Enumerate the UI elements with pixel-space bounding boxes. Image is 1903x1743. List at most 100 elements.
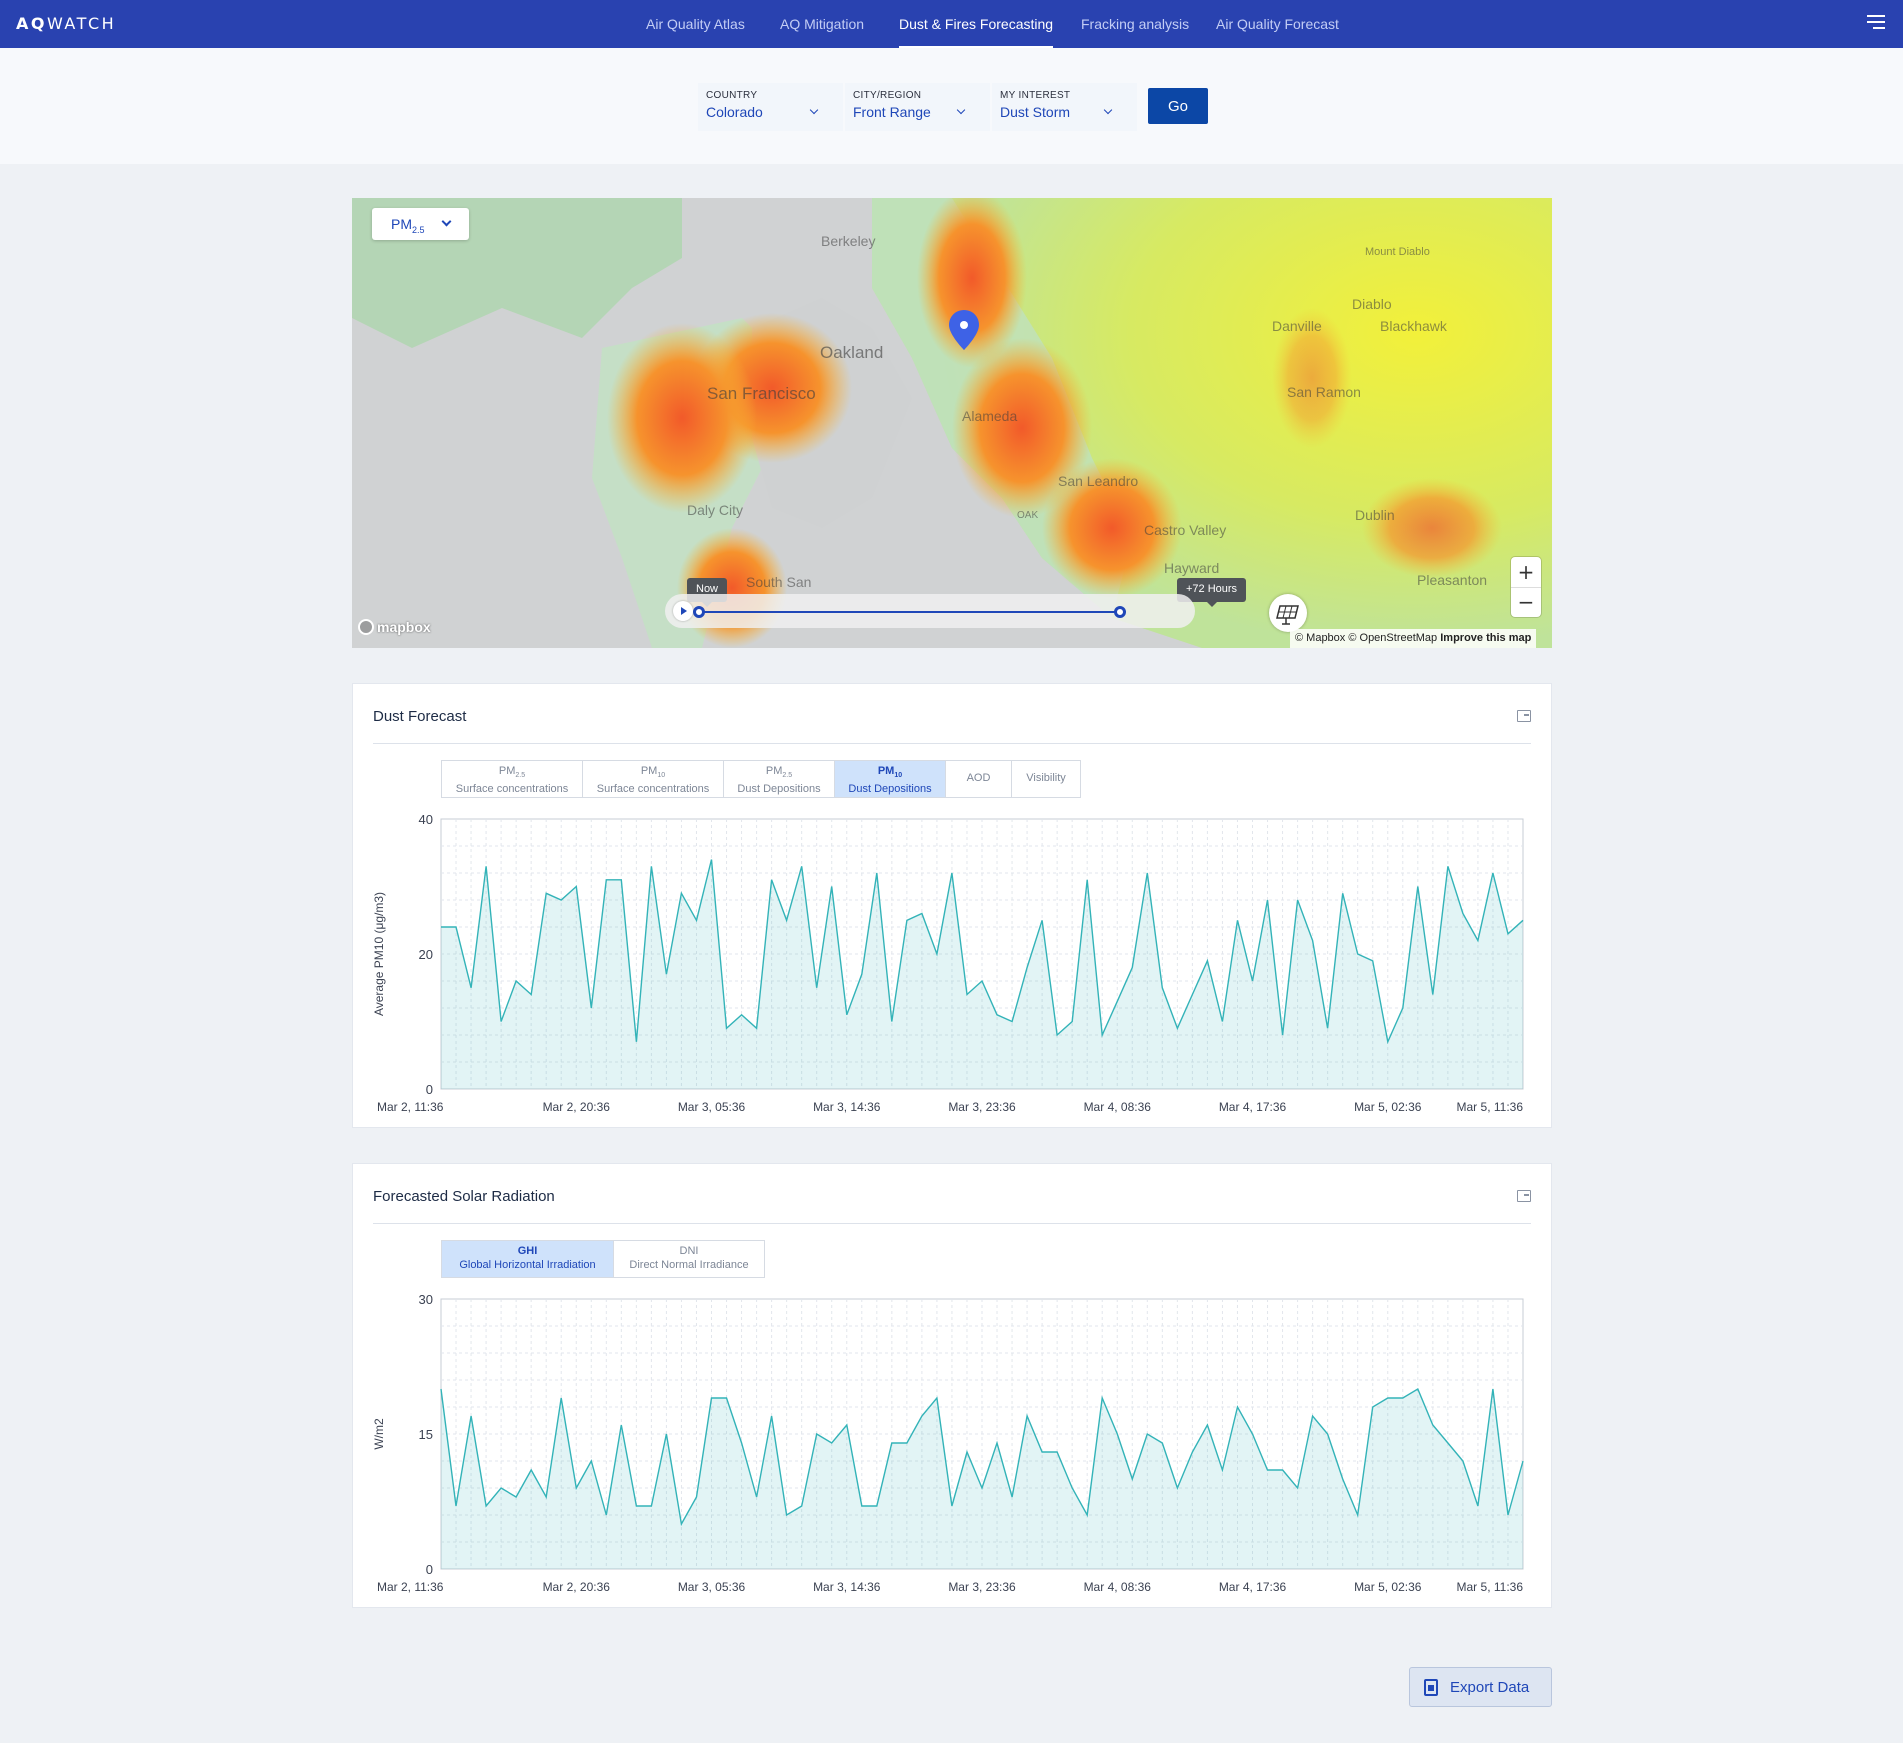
x-tick-label: Mar 3, 14:36 — [813, 1580, 881, 1594]
interest-caption: MY INTEREST — [1000, 90, 1071, 101]
x-tick-label: Mar 3, 14:36 — [813, 1100, 881, 1114]
solar-radiation-chart: 0 15 30 Mar 2, 11:36 Mar 2, 20:36 Mar 3, 05:3… — [372, 1292, 1524, 1594]
interest-select[interactable]: MY INTEREST Dust Storm — [992, 83, 1137, 131]
y-axis-label: Average PM10 (μg/m3) — [372, 892, 386, 1016]
x-tick-label: Mar 4, 08:36 — [1084, 1100, 1152, 1114]
file-export-icon — [1424, 1679, 1438, 1696]
series-line — [440, 1387, 1524, 1527]
x-tick-label: Mar 3, 05:36 — [678, 1580, 746, 1594]
tab-aod[interactable]: AOD — [946, 761, 1012, 797]
map-place-label: Blackhawk — [1380, 318, 1447, 334]
nav-dust-fires-forecasting[interactable]: Dust & Fires Forecasting — [899, 16, 1054, 48]
y-tick-label: 30 — [419, 1292, 433, 1307]
y-axis-label: W/m2 — [372, 1418, 386, 1450]
x-tick-label: Mar 2, 11:36 — [377, 1100, 444, 1114]
country-select[interactable]: COUNTRY Colorado — [698, 83, 843, 131]
pollutant-select-label: PM2.5 — [391, 216, 425, 235]
series-area — [441, 859, 1523, 1089]
panel-title: Dust Forecast — [373, 708, 467, 725]
grid — [441, 819, 1523, 1089]
map-place-label: Pleasanton — [1417, 572, 1488, 588]
x-tick-label: Mar 2, 20:36 — [543, 1100, 611, 1114]
play-icon[interactable] — [673, 601, 693, 621]
dust-tabs: PM2.5 Surface concentrations PM10 Surface … — [441, 760, 1081, 798]
tab-pm10-deposition[interactable]: PM10 Dust Depositions — [835, 761, 946, 797]
nav-fracking-analysis[interactable]: Fracking analysis — [1081, 16, 1190, 32]
x-tick-label: Mar 3, 05:36 — [678, 1100, 746, 1114]
app-logo[interactable]: AQWATCH — [16, 14, 117, 33]
map-place-label: San Leandro — [1058, 473, 1139, 489]
time-slider[interactable] — [665, 594, 1195, 628]
map-place-label: Hayward — [1164, 560, 1220, 576]
chevron-down-icon — [956, 105, 966, 115]
tab-pm25-deposition[interactable]: PM2.5 Dust Depositions — [724, 761, 835, 797]
city-select[interactable]: CITY/REGION Front Range — [845, 83, 990, 131]
grid — [441, 1299, 1523, 1569]
solar-radiation-panel: Forecasted Solar Radiation GHI Global Hor… — [352, 1163, 1552, 1608]
zoom-in-button[interactable]: + — [1511, 557, 1541, 587]
nav-links: Air Quality Atlas AQ Mitigation Dust & F… — [0, 0, 1903, 48]
city-value: Front Range — [853, 104, 931, 120]
tab-dni[interactable]: DNI Direct Normal Irradiance — [629, 1245, 749, 1271]
location-pin-icon[interactable] — [947, 308, 981, 352]
dust-forecast-chart: 0 20 40 Mar 2, 11:36 Mar 2, 20:36 Mar 3, 05:3… — [372, 812, 1524, 1114]
map-place-label: San Ramon — [1287, 384, 1361, 400]
time-slider-track[interactable] — [699, 611, 1119, 613]
expand-icon[interactable] — [1517, 710, 1531, 722]
map-tiles — [352, 198, 1552, 648]
nav-air-quality-atlas[interactable]: Air Quality Atlas — [646, 16, 745, 32]
chevron-down-icon — [1103, 105, 1113, 115]
x-tick-label: Mar 4, 17:36 — [1219, 1580, 1287, 1594]
map-place-label: Danville — [1272, 318, 1322, 334]
x-tick-label: Mar 3, 23:36 — [948, 1100, 1016, 1114]
series-line — [441, 859, 1524, 1045]
nav-aq-mitigation[interactable]: AQ Mitigation — [780, 16, 865, 32]
solar-panel-icon[interactable] — [1269, 594, 1307, 632]
time-slider-start-handle[interactable] — [693, 606, 705, 618]
pollution-map[interactable]: PM2.5 Berkeley Oakland San Francisco Ala… — [352, 198, 1552, 648]
map-place-label: Mount Diablo — [1365, 246, 1430, 258]
x-tick-label: Mar 2, 20:36 — [543, 1580, 611, 1594]
map-place-label: Diablo — [1352, 296, 1392, 312]
map-place-label: Oakland — [820, 343, 884, 362]
interest-value: Dust Storm — [1000, 104, 1071, 120]
tab-visibility[interactable]: Visibility — [1026, 772, 1066, 784]
location-selector-bar: COUNTRY Colorado CITY/REGION Front Range… — [0, 48, 1903, 164]
tab-pm10-surface[interactable]: PM10 Surface concentrations — [583, 761, 724, 797]
tab-pm25-surface[interactable]: PM2.5 Surface concentrations — [442, 761, 583, 797]
x-tick-label: Mar 3, 23:36 — [948, 1580, 1016, 1594]
tab-ghi[interactable]: GHI Global Horizontal Irradiation — [442, 1241, 614, 1277]
map-place-label: South San — [746, 574, 812, 590]
map-place-label: Daly City — [687, 502, 744, 518]
menu-icon[interactable] — [1867, 15, 1885, 29]
nav-air-quality-forecast[interactable]: Air Quality Forecast — [1216, 16, 1339, 32]
zoom-out-button[interactable]: − — [1511, 587, 1541, 617]
expand-icon[interactable] — [1517, 1190, 1531, 1202]
solar-tabs: GHI Global Horizontal Irradiation DNI Dire… — [441, 1240, 765, 1278]
map-place-label: Alameda — [962, 408, 1018, 424]
map-attribution: © Mapbox © OpenStreetMap Improve this ma… — [1290, 629, 1537, 648]
y-tick-label: 0 — [426, 1562, 433, 1577]
panel-title: Forecasted Solar Radiation — [373, 1188, 555, 1205]
y-tick-label: 0 — [426, 1082, 433, 1097]
x-tick-label: Mar 5, 11:36 — [1457, 1100, 1524, 1114]
city-caption: CITY/REGION — [853, 90, 922, 101]
go-button[interactable]: Go — [1148, 88, 1208, 124]
map-zoom-control: + − — [1511, 557, 1541, 617]
timeline-end-tooltip: +72 Hours — [1177, 578, 1247, 607]
x-tick-label: Mar 5, 02:36 — [1354, 1100, 1422, 1114]
x-tick-label: Mar 4, 08:36 — [1084, 1580, 1152, 1594]
top-nav: AQWATCH Air Quality Atlas AQ Mitigation … — [0, 0, 1903, 48]
chevron-down-icon — [441, 216, 452, 227]
map-place-label: Castro Valley — [1144, 522, 1227, 538]
country-caption: COUNTRY — [706, 90, 758, 101]
mapbox-logo[interactable]: mapbox — [358, 619, 431, 635]
improve-map-link[interactable]: Improve this map — [1440, 632, 1532, 644]
y-tick-label: 20 — [419, 947, 433, 962]
x-tick-label: Mar 4, 17:36 — [1219, 1100, 1287, 1114]
pollutant-select[interactable]: PM2.5 — [372, 208, 469, 240]
map-place-label: San Francisco — [707, 384, 816, 403]
export-data-button[interactable]: Export Data — [1409, 1667, 1552, 1707]
time-slider-end-handle[interactable] — [1114, 606, 1126, 618]
airport-label: OAK — [1017, 510, 1039, 521]
